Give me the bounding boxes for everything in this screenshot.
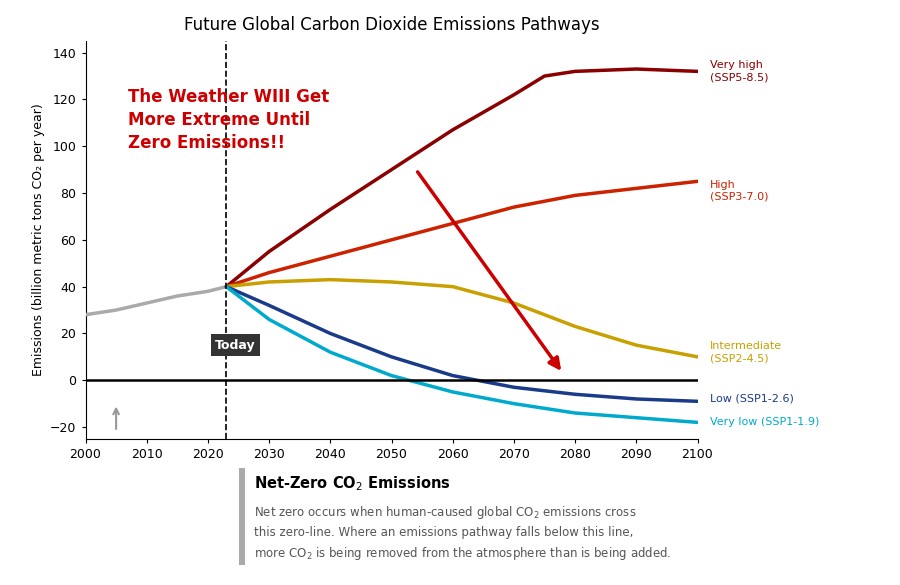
Text: Low (SSP1-2.6): Low (SSP1-2.6): [710, 394, 794, 404]
Text: High
(SSP3-7.0): High (SSP3-7.0): [710, 180, 769, 202]
Title: Future Global Carbon Dioxide Emissions Pathways: Future Global Carbon Dioxide Emissions P…: [184, 16, 599, 34]
Text: Very low (SSP1-1.9): Very low (SSP1-1.9): [710, 417, 819, 428]
Text: Net-Zero CO$_2$ Emissions: Net-Zero CO$_2$ Emissions: [254, 474, 450, 493]
Text: Net zero occurs when human-caused global CO$_2$ emissions cross
this zero-line. : Net zero occurs when human-caused global…: [254, 504, 671, 562]
Text: The Weather WIII Get
More Extreme Until
Zero Emissions!!: The Weather WIII Get More Extreme Until …: [129, 88, 329, 152]
Y-axis label: Emissions (billion metric tons CO₂ per year): Emissions (billion metric tons CO₂ per y…: [32, 104, 44, 376]
Text: Very high
(SSP5-8.5): Very high (SSP5-8.5): [710, 60, 769, 82]
Text: Intermediate
(SSP2-4.5): Intermediate (SSP2-4.5): [710, 341, 782, 363]
Text: Today: Today: [215, 339, 256, 352]
